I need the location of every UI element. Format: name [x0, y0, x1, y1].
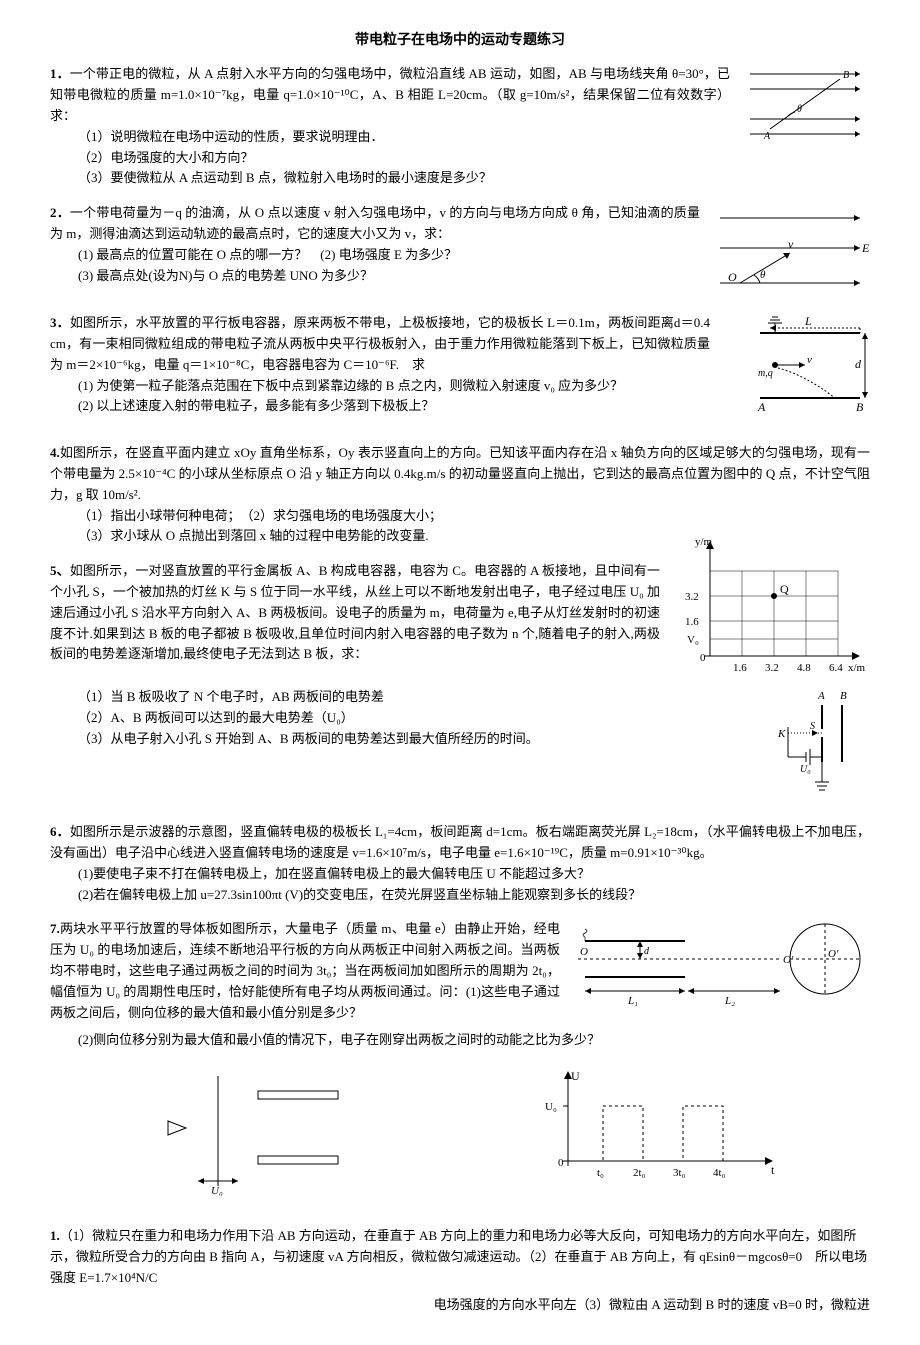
sub-question: （1）当 B 板吸收了 N 个电子时，AB 两板间的电势差: [50, 687, 870, 708]
svg-text:O': O': [783, 954, 794, 966]
problem-number: 3．: [50, 315, 70, 330]
page-title: 带电粒子在电场中的运动专题练习: [50, 30, 870, 52]
svg-text:B: B: [840, 690, 847, 702]
svg-text:U₀: U₀: [545, 1101, 557, 1113]
svg-text:0: 0: [558, 1157, 564, 1169]
sub-question: （3）要使微粒从 A 点运动到 B 点，微粒射入电场时的最小速度是多少？: [50, 168, 870, 189]
problem-number: 7.: [50, 921, 60, 936]
svg-text:B: B: [856, 400, 864, 414]
figure-7a: O O' d L₁ L₂ O': [570, 919, 870, 1024]
solution-body: （1）微粒只在重力和电场力作用下沿 AB 方向运动，在垂直于 AB 方向上的重力…: [50, 1228, 867, 1285]
sub-question: (1)要使电子束不打在偏转电极上，加在竖直偏转电极上的最大偏转电压 U 不能超过…: [50, 864, 870, 885]
svg-text:L₁: L₁: [627, 995, 638, 1007]
figure-2: E v O θ: [710, 203, 870, 293]
problem-number: 4.: [50, 445, 60, 460]
problem-number: 2．: [50, 205, 70, 220]
sub-question: (2)侧向位移分别为最大值和最小值的情况下，电子在刚穿出两板之间时的动能之比为多…: [50, 1030, 870, 1051]
problem-7: O O' d L₁ L₂ O' 7.两块水平平行放置的导体板如图所示，大量电子（…: [50, 919, 870, 1051]
svg-text:O: O: [728, 270, 737, 284]
solution-number: 1.: [50, 1228, 60, 1243]
problem-2: E v O θ 2．一个带电荷量为－q 的油滴，从 O 点以速度 v 射入匀强电…: [50, 203, 870, 299]
svg-text:d: d: [644, 946, 650, 957]
problem-3: L v m,q d A B 3．如图所示，水平放置的平行板电容器，原来两板不带电…: [50, 313, 870, 429]
svg-text:U₀: U₀: [800, 764, 811, 775]
svg-text:O': O': [828, 948, 839, 960]
problem-number: 1．: [50, 66, 70, 81]
problem-body: 如图所示，一对竖直放置的平行金属板 A、B 构成电容器，电容为 C。电容器的 A…: [50, 563, 660, 661]
svg-text:O: O: [580, 946, 588, 958]
sub-question: （2）电场强度的大小和方向？: [50, 148, 870, 169]
svg-text:v: v: [807, 354, 812, 366]
problem-4: 4.如图所示，在竖直平面内建立 xOy 直角坐标系，Oy 表示竖直向上的方向。已…: [50, 443, 870, 547]
svg-text:t: t: [771, 1163, 775, 1177]
sub-question: (2)若在偏转电极上加 u=27.3sin100πt (V)的交变电压，在荧光屏…: [50, 885, 870, 906]
svg-text:U: U: [571, 1069, 580, 1083]
svg-text:U₀: U₀: [211, 1185, 223, 1196]
problem-5: 5、如图所示，一对竖直放置的平行金属板 A、B 构成电容器，电容为 C。电容器的…: [50, 561, 870, 808]
svg-text:θ: θ: [760, 269, 766, 281]
sub-question: （1）指出小球带何种电荷； （2）求匀强电场的电场强度大小；: [50, 506, 870, 527]
svg-text:L: L: [804, 314, 812, 328]
svg-text:d: d: [855, 357, 862, 371]
problem-body: 两块水平平行放置的导体板如图所示，大量电子（质量 m、电量 e）由静止开始，经电…: [50, 921, 560, 1019]
svg-text:θ: θ: [797, 104, 802, 115]
svg-text:2t₀: 2t₀: [633, 1167, 646, 1179]
svg-text:S: S: [810, 721, 815, 732]
svg-text:v: v: [788, 237, 794, 251]
svg-text:A: A: [757, 400, 766, 414]
figure-5: A B K S U₀: [770, 687, 870, 802]
problem-1: B A θ 1．一个带正电的微粒，从 A 点射入水平方向的匀强电场中，微粒沿直线…: [50, 64, 870, 189]
problem-number: 6．: [50, 824, 70, 839]
problem-body: 如图所示是示波器的示意图，竖直偏转电极的极板长 L₁=4cm，板间距离 d=1c…: [50, 824, 870, 860]
problem-6: 6．如图所示是示波器的示意图，竖直偏转电极的极板长 L₁=4cm，板间距离 d=…: [50, 822, 870, 905]
sub-question: （3）从电子射入小孔 S 开始到 A、B 两板间的电势差达到最大值所经历的时间。: [50, 729, 870, 750]
svg-text:m,q: m,q: [758, 368, 773, 379]
svg-text:A: A: [817, 690, 825, 702]
figure-graph: U t U₀ 0 t₀ 2t₀ 3t₀ 4t₀: [533, 1066, 783, 1196]
figure-7b: U₀: [138, 1066, 358, 1196]
svg-text:t₀: t₀: [597, 1167, 604, 1179]
svg-text:K: K: [777, 728, 786, 740]
svg-text:4t₀: 4t₀: [713, 1167, 726, 1179]
problem-body: 如图所示，在竖直平面内建立 xOy 直角坐标系，Oy 表示竖直向上的方向。已知该…: [50, 445, 870, 502]
svg-text:A: A: [763, 131, 771, 142]
figure-3: L v m,q d A B: [720, 313, 870, 423]
problem-body: 如图所示，水平放置的平行板电容器，原来两板不带电，上极板接地，它的极板长 L＝0…: [50, 315, 710, 372]
sub-question: （3）求小球从 O 点抛出到落回 x 轴的过程中电势能的改变量.: [50, 526, 870, 547]
figures-bottom: U₀ U t U₀ 0 t₀ 2t₀ 3t₀ 4t₀: [50, 1066, 870, 1196]
solution-footer: 电场强度的方向水平向左（3）微粒由 A 运动到 B 时的速度 vB=0 时，微粒…: [50, 1295, 870, 1316]
problem-body: 一个带正电的微粒，从 A 点射入水平方向的匀强电场中，微粒沿直线 AB 运动，如…: [50, 66, 730, 123]
svg-text:L₂: L₂: [724, 995, 735, 1007]
problem-body: 一个带电荷量为－q 的油滴，从 O 点以速度 v 射入匀强电场中，v 的方向与电…: [50, 205, 700, 241]
svg-text:B: B: [843, 70, 849, 81]
svg-text:3t₀: 3t₀: [673, 1167, 686, 1179]
problem-number: 5、: [50, 563, 70, 578]
sub-question: （2）A、B 两板间可以达到的最大电势差（U₀）: [50, 708, 870, 729]
svg-text:E: E: [861, 241, 870, 255]
figure-1: B A θ: [740, 64, 870, 144]
